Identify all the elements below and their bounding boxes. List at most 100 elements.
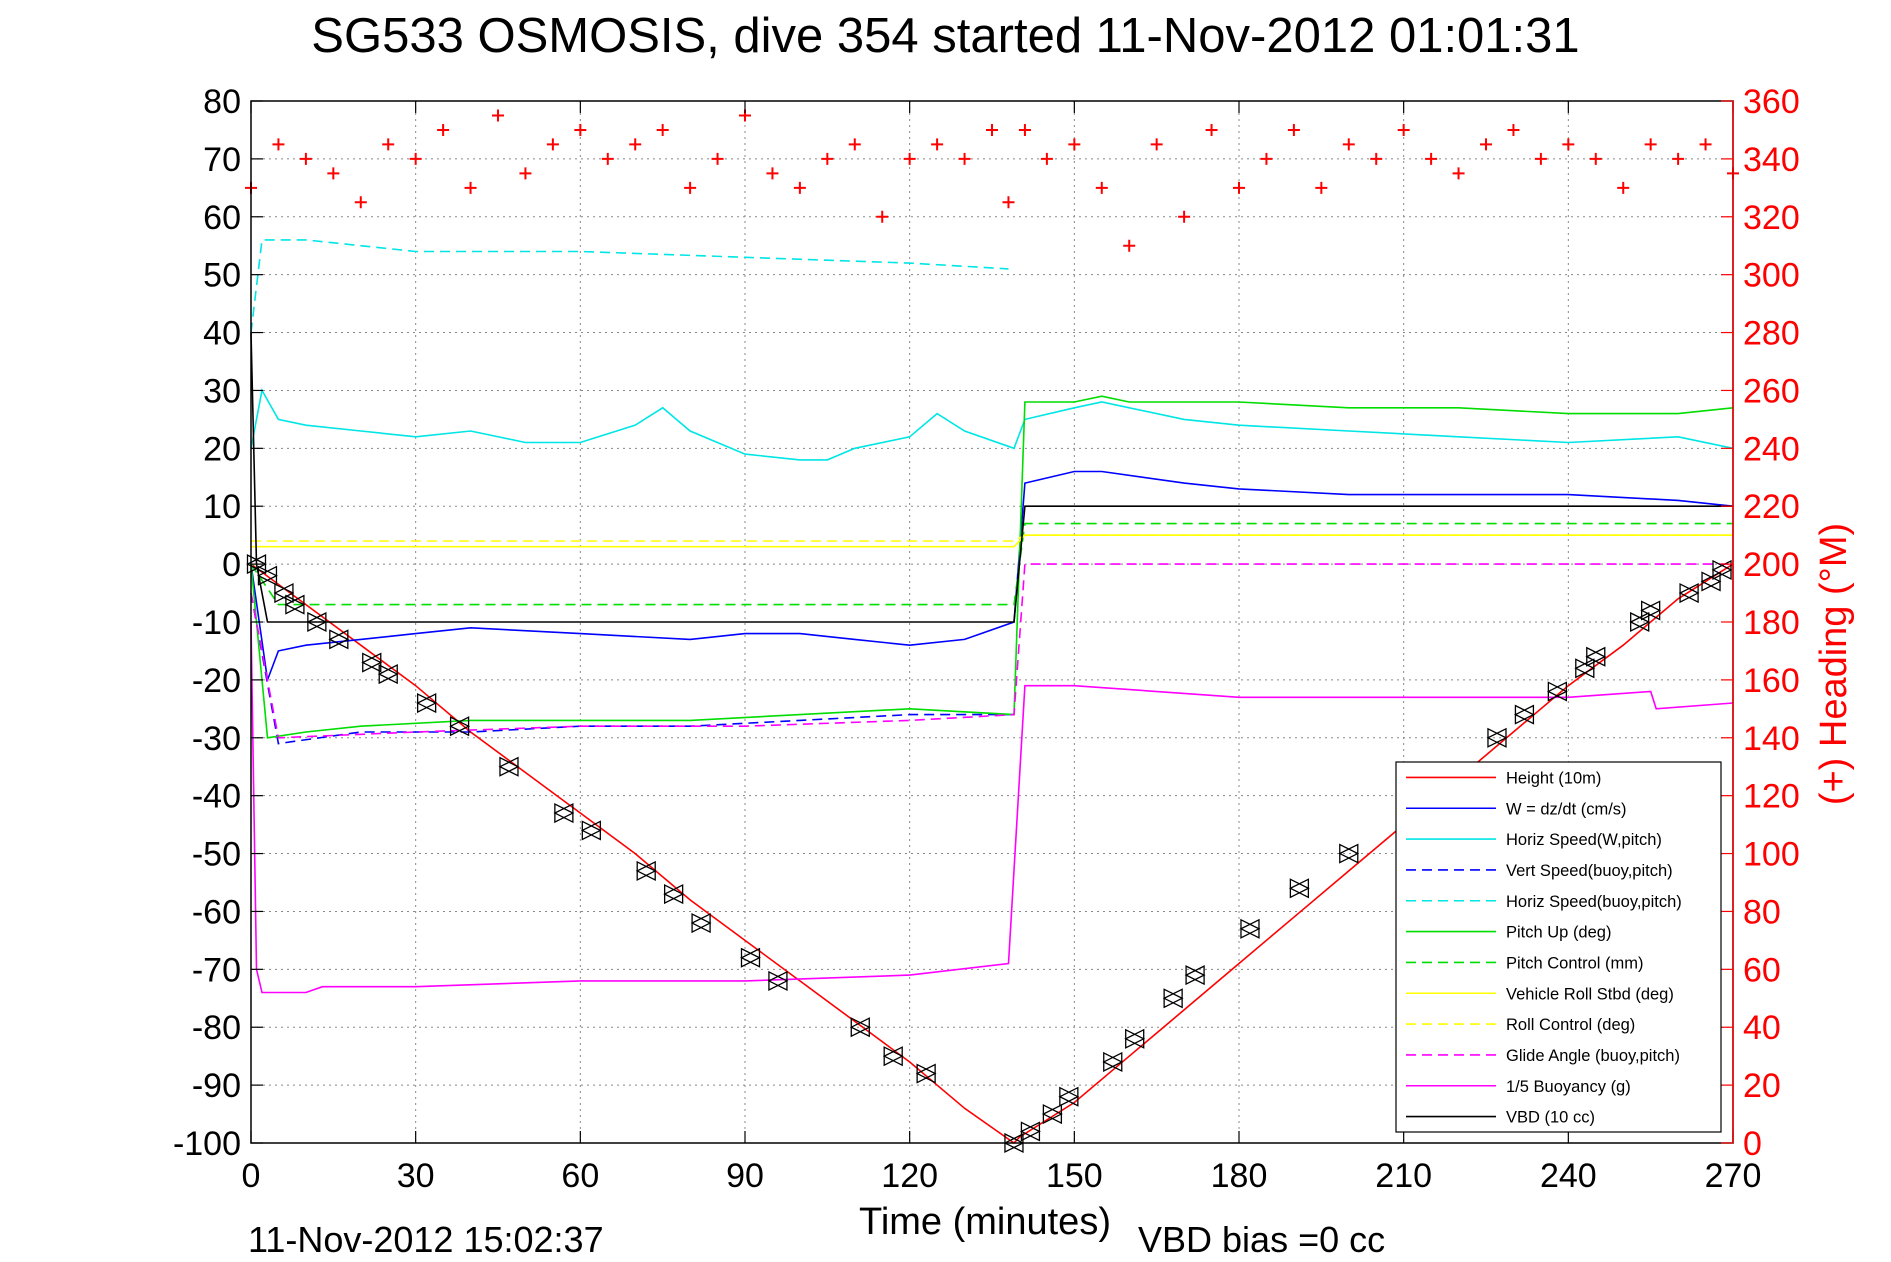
triangle-left [449,716,470,737]
y-tick-label: -80 [192,1009,241,1047]
depth-marker [767,970,789,991]
triangle-left [273,583,294,604]
y-right-tick-label: 0 [1743,1125,1762,1163]
y-tick-label: -10 [192,604,241,642]
heading-point [629,138,642,151]
heading-point [903,152,916,165]
depth-marker [740,947,761,968]
series-line-horiz-speed-w-pitch-2 [250,388,1734,461]
depth-marker [1546,681,1568,702]
y-tick-label: -20 [192,662,241,700]
depth-marker [1058,1086,1080,1107]
heading-point [1150,138,1163,151]
y-tick-label: -50 [192,836,241,874]
y-right-tick-label: 200 [1743,546,1800,584]
depth-marker [1486,727,1508,748]
heading-point [1507,123,1520,136]
heading-point [601,152,614,165]
depth-marker [849,1017,871,1038]
heading-point [821,152,834,165]
y-right-tick-label: 220 [1743,488,1800,526]
heading-point [1178,210,1191,223]
heading-point [382,138,395,151]
depth-marker [882,1046,904,1067]
triangle-left [1678,583,1699,604]
series-line-pitch-up-deg-5 [250,395,1734,739]
triangle-left [1711,559,1732,580]
triangle-left [740,947,761,968]
legend-entry: Horiz Speed(buoy,pitch) [1506,893,1682,911]
heading-point [299,152,312,165]
triangle-left [1338,843,1359,864]
heading-point [492,109,504,122]
triangle-right [636,860,657,881]
heading-point [327,167,340,180]
triangle-left [1486,727,1507,748]
heading-point [1315,181,1328,194]
heading-point [684,181,697,194]
heading-point [1397,123,1410,136]
triangle-left [1041,1104,1063,1125]
triangle-left [416,692,437,714]
triangle-left [1640,600,1661,621]
y-right-tick-label: 300 [1743,257,1800,295]
y-right-tick-label: 140 [1743,720,1800,758]
triangle-right [916,1063,937,1084]
triangle-left [690,912,711,934]
y-tick-label: 50 [203,257,241,295]
triangle-right [1103,1051,1124,1073]
depth-marker [361,652,383,673]
heading-point [986,123,998,136]
depth-marker [690,912,712,934]
heading-point [793,181,806,194]
depth-marker [915,1063,937,1084]
depth-marker [449,716,471,737]
triangle-left [580,820,601,841]
legend-entry: Height (10m) [1506,769,1601,787]
y-right-tick-label: 180 [1743,604,1800,642]
triangle-right [1289,878,1310,899]
triangle-left [1574,658,1595,679]
heading-point [1672,152,1685,165]
triangle-left [361,652,382,673]
triangle-right [581,820,602,841]
depth-marker [306,611,328,633]
y-right-tick-label: 360 [1743,83,1800,121]
triangle-left [1700,571,1721,592]
depth-marker [635,860,657,881]
triangle-left [1513,704,1535,725]
triangle-left [849,1017,870,1038]
depth-marker [1700,571,1722,592]
triangle-right [768,970,789,991]
heading-point [519,167,532,180]
x-axis-label: Time (minutes) [859,1201,1111,1243]
heading-point [1425,152,1438,165]
y-tick-label: 20 [203,430,241,468]
heading-point [1287,123,1300,136]
heading-markers [245,109,1739,252]
series-line-glide-angle-buoy-pitch-9 [250,563,1733,739]
triangle-left [1288,878,1310,899]
y-right-tick-label: 160 [1743,662,1800,700]
depth-marker [284,594,306,615]
heading-point [848,138,861,151]
triangle-right [1185,965,1206,986]
triangle-right [1586,646,1607,667]
triangle-right [554,802,575,824]
triangle-left [1629,611,1650,633]
x-tick-label: 30 [397,1157,435,1195]
triangle-left [328,629,349,650]
depth-marker [1288,878,1310,899]
triangle-right [1487,727,1508,748]
heading-point [1644,138,1657,151]
y-right-tick-label: 40 [1743,1009,1781,1047]
triangle-right [740,947,761,968]
triangle-right [378,664,399,685]
heading-point [464,181,477,194]
y-tick-label: 60 [203,199,241,237]
depth-marker [416,692,438,714]
depth-marker [553,802,575,824]
heading-point [1095,181,1108,194]
depth-marker [273,583,295,604]
